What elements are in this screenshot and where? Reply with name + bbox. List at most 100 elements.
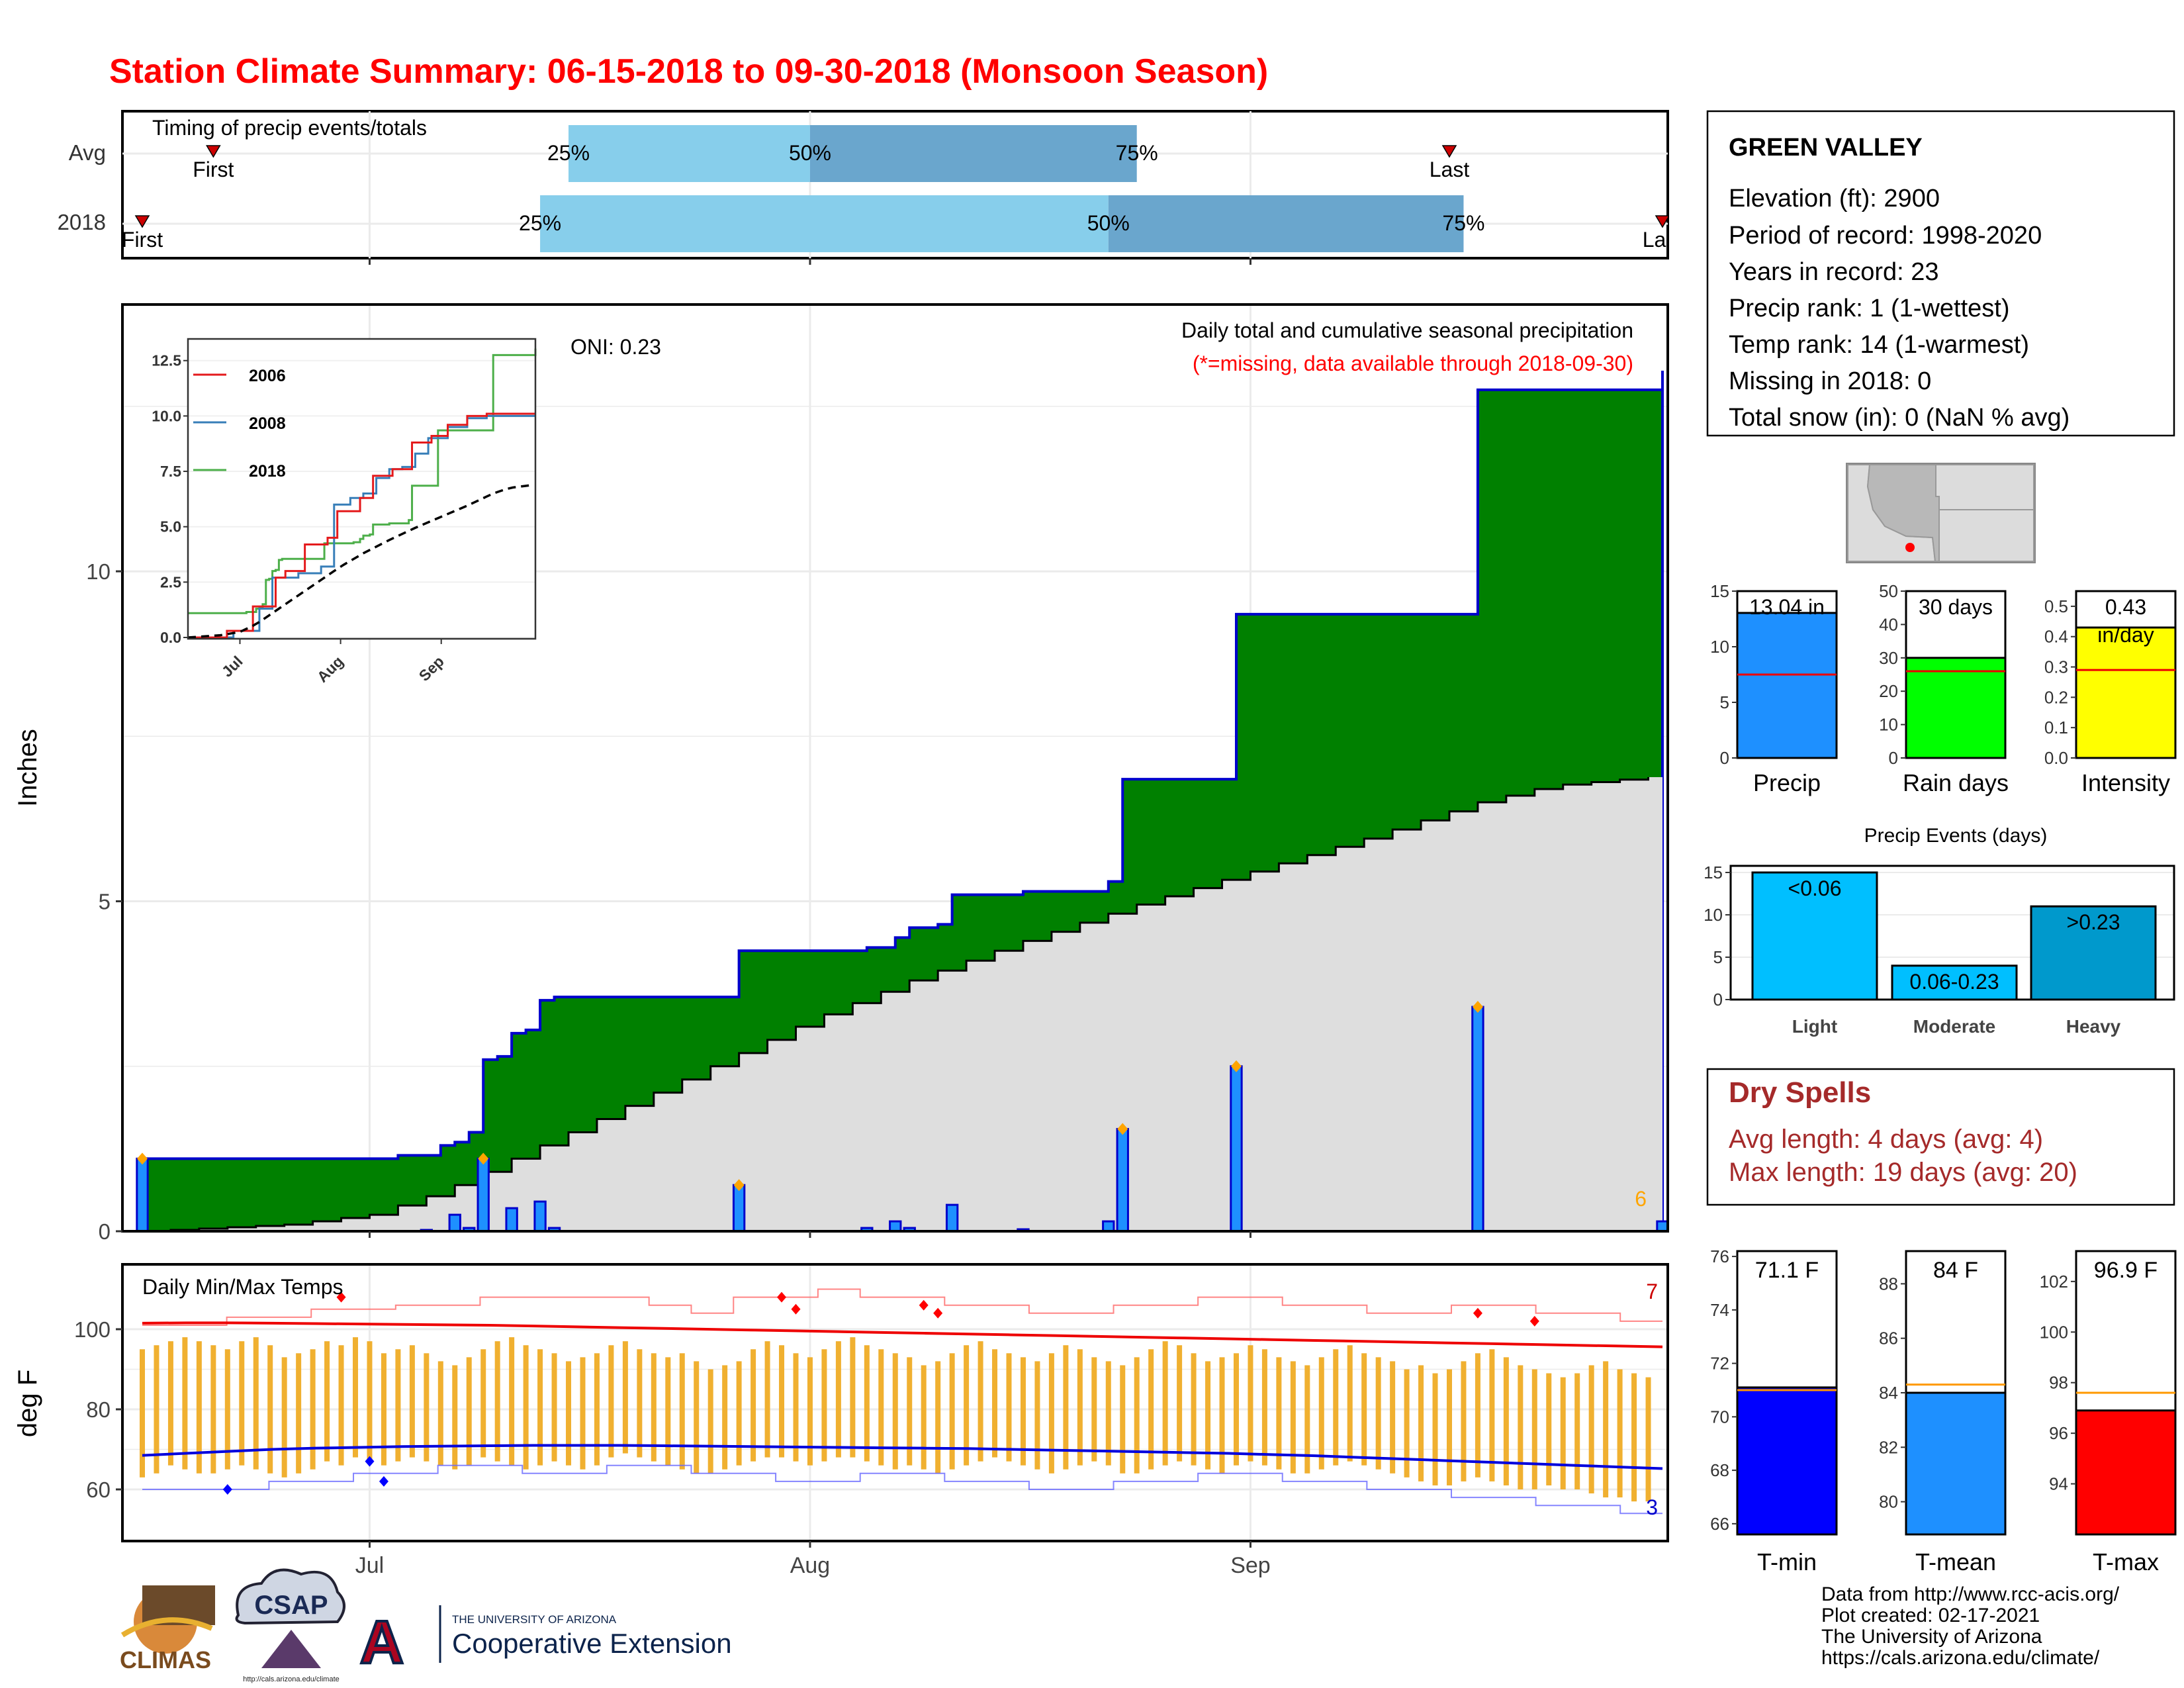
summary-ytick-label-intensity-1: 0.1	[2044, 718, 2068, 737]
tmax-record-line	[142, 1288, 1662, 1326]
summary-ytick-label-intensity-2: 0.2	[2044, 687, 2068, 707]
dry-spells-max: Max length: 19 days (avg: 20)	[1729, 1158, 2077, 1187]
events-bar-1	[1891, 964, 2018, 1001]
temp-range-bar-102	[1588, 1365, 1594, 1494]
daily-precip-bar-18	[1656, 1220, 1669, 1233]
daily-precip-marker-17	[1472, 1001, 1483, 1013]
summary-unit-label-intensity: in/day	[2097, 623, 2154, 647]
temp-range-bar-13	[324, 1341, 330, 1462]
csap-logo-text: CSAP	[254, 1591, 328, 1620]
daily-precip-bar-16	[1230, 1065, 1243, 1233]
temp-summary-ytick-label-tmin-5: 76	[1710, 1246, 1729, 1266]
temp-range-bar-72	[1162, 1341, 1168, 1466]
events-bar-label-1: 0.06-0.23	[1909, 970, 1999, 994]
summary-ytick-label-precip-0: 0	[1720, 748, 1729, 768]
temp-summary-ytick-label-tmin-1: 68	[1710, 1460, 1729, 1480]
csap-logo: CSAP http://cals.arizona.edu/climate	[235, 1568, 345, 1683]
timing-panel-title: Timing of precip events/totals	[152, 116, 427, 140]
summary-ytick-label-rain_days-4: 40	[1879, 614, 1898, 634]
events-bar-0	[1751, 871, 1878, 1001]
temp-summary-value-tmax: 96.9 F	[2094, 1258, 2158, 1283]
precip-summary-bars: 0 5 10 15 13.04 in Precip 0 10 20 30 40 50 30 days Ra…	[1710, 581, 2177, 796]
temp-range-bar-97	[1518, 1365, 1524, 1489]
temp-summary-ytick-label-tmean-0: 80	[1879, 1492, 1898, 1512]
temp-range-bar-5	[210, 1345, 216, 1474]
summary-bar-rain_days	[1905, 657, 2007, 759]
main-corner-count: 6	[1635, 1187, 1647, 1211]
temp-range-bar-99	[1546, 1373, 1552, 1485]
temp-range-bar-100	[1560, 1377, 1566, 1489]
summary-category-label-intensity: Intensity	[2081, 769, 2170, 796]
inset-ytick-label-5: 12.5	[152, 352, 181, 369]
cumulative-areas	[141, 371, 1664, 1233]
temp-range-bar-96	[1503, 1357, 1509, 1485]
temp-range-bar-79	[1261, 1349, 1267, 1466]
temp-range-bar-104	[1617, 1369, 1623, 1498]
daily-precip-bar-4	[477, 1157, 490, 1233]
temp-summary-ytick-label-tmax-0: 94	[2049, 1474, 2068, 1494]
temp-range-bar-54	[907, 1357, 913, 1466]
timing-pct-label-0-2: 75%	[1116, 141, 1158, 165]
temp-range-bar-75	[1205, 1361, 1211, 1470]
temp-range-bar-76	[1219, 1357, 1225, 1474]
temp-range-bar-64	[1048, 1353, 1054, 1474]
temp-range-bar-34	[622, 1341, 628, 1454]
daily-precip-bar-0	[136, 1157, 149, 1233]
tmax-record-marker-4	[933, 1307, 943, 1319]
cumulative-avg-area	[142, 776, 1662, 1231]
temp-range-bar-12	[310, 1349, 316, 1470]
summary-category-label-rain_days: Rain days	[1903, 769, 2009, 796]
temp-range-bar-31	[580, 1357, 586, 1470]
dry-spells-avg: Avg length: 4 days (avg: 4)	[1729, 1125, 2043, 1154]
temp-range-bar-47	[807, 1357, 813, 1466]
main-y-axis-label: Inches	[13, 729, 42, 807]
station-elevation: Elevation (ft): 2900	[1729, 185, 1940, 212]
daily-precip-marker-15	[1117, 1123, 1128, 1135]
inset-ytick-label-1: 2.5	[160, 573, 181, 590]
daily-precip-bar-2	[448, 1213, 461, 1233]
missing-data-note: (*=missing, data available through 2018-…	[1193, 352, 1633, 375]
tmax-record-marker-6	[1529, 1315, 1539, 1327]
locator-map	[1846, 463, 2036, 563]
events-category-label-1: Moderate	[1913, 1016, 1995, 1037]
temp-range-bar-86	[1361, 1353, 1367, 1466]
temp-summary-ytick-label-tmin-4: 74	[1710, 1300, 1729, 1320]
timing-pct-label-1-2: 75%	[1442, 211, 1484, 235]
summary-ytick-label-rain_days-3: 30	[1879, 648, 1898, 668]
ua-logo-big-text: Cooperative Extension	[452, 1628, 732, 1659]
x-tick-label-2: Sep	[1230, 1553, 1271, 1578]
timing-first-label-0: First	[193, 158, 234, 181]
summary-bar-intensity	[2075, 626, 2177, 759]
main-panel-note: Daily total and cumulative seasonal prec…	[1181, 318, 1633, 342]
temp-range-bar-88	[1390, 1361, 1396, 1474]
tmin-record-marker-0	[222, 1484, 232, 1495]
daily-precip-bar-14	[1102, 1220, 1115, 1233]
temp-ytick-label-2: 100	[74, 1317, 111, 1342]
temp-summary-ytick-label-tmin-2: 70	[1710, 1407, 1729, 1427]
timing-bar-q25-q50-1	[540, 195, 1109, 252]
temp-summary-ytick-label-tmean-2: 84	[1879, 1383, 1898, 1403]
temp-range-bar-84	[1333, 1349, 1339, 1466]
inset-bg	[188, 339, 535, 639]
main-ytick-label-0: 0	[99, 1219, 111, 1244]
precip-events-chart: Precip Events (days) <0.06 Light 0.06-0.23…	[1704, 825, 2175, 1037]
temp-range-bar-101	[1574, 1373, 1580, 1489]
temp-range-bar-90	[1418, 1365, 1424, 1481]
main-precip-panel: 0 5 10 Inches Daily total and cumulative s…	[13, 303, 1669, 1244]
temp-range-bar-43	[751, 1349, 756, 1462]
summary-ytick-label-rain_days-0: 0	[1889, 748, 1898, 768]
summary-ytick-label-intensity-5: 0.5	[2044, 596, 2068, 616]
daily-precip-bar-5	[505, 1207, 518, 1233]
summary-ytick-label-intensity-4: 0.4	[2044, 627, 2068, 647]
temp-range-bar-59	[978, 1341, 983, 1462]
tmin-record-line	[142, 1464, 1662, 1515]
inset-avg-dashed-line	[187, 484, 533, 639]
credit-line-1: Data from http://www.rcc-acis.org/	[1821, 1583, 2120, 1605]
timing-quartile-bars: 25% 50% 75% First Last 25% 50% 75% First Last	[122, 125, 1668, 252]
temp-range-bar-61	[1006, 1353, 1012, 1462]
temp-range-bar-26	[509, 1337, 515, 1466]
timing-panel: 25% 50% 75% First Last 25% 50% 75% First Last Tim…	[58, 110, 1669, 259]
credit-line-3: The University of Arizona	[1821, 1626, 2042, 1648]
temp-range-bar-65	[1063, 1345, 1069, 1470]
